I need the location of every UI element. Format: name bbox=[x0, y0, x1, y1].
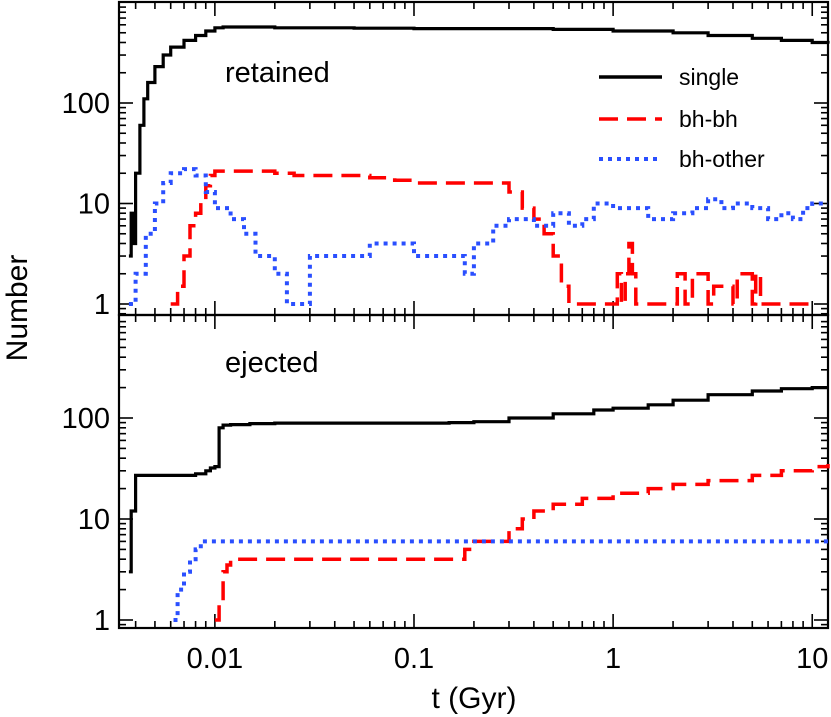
x-tick-labels: 0.01 0.1 1 10 bbox=[187, 643, 829, 675]
series-line-single bbox=[128, 25, 830, 258]
y-axis-label: Number bbox=[1, 255, 34, 362]
y-tick-label: 1 bbox=[94, 605, 110, 637]
y-tick-label: 100 bbox=[62, 88, 110, 120]
x-tick-label: 0.01 bbox=[187, 643, 243, 675]
ejected-series bbox=[128, 386, 830, 622]
retained-panel-label: retained bbox=[225, 57, 330, 89]
series-line-bh-bh bbox=[214, 464, 830, 622]
series-line-bh-bh bbox=[170, 169, 813, 306]
retained-y-tick-labels: 1 10 100 bbox=[62, 88, 110, 321]
ejected-y-tick-labels: 1 10 100 bbox=[62, 403, 110, 637]
series-line-bh-other bbox=[173, 539, 828, 622]
y-tick-label: 10 bbox=[78, 504, 110, 536]
ejected-panel-label: ejected bbox=[225, 347, 319, 379]
x-tick-label: 1 bbox=[605, 643, 621, 675]
legend-label-bh-bh: bh-bh bbox=[679, 106, 738, 132]
ejected-panel-ticks bbox=[119, 315, 828, 628]
retained-series bbox=[128, 25, 830, 306]
x-axis-label: t (Gyr) bbox=[432, 682, 517, 715]
y-tick-label: 1 bbox=[94, 289, 110, 321]
legend: single bh-bh bh-other bbox=[599, 64, 765, 172]
y-tick-label: 10 bbox=[78, 189, 110, 221]
x-tick-label: 0.1 bbox=[394, 643, 434, 675]
legend-label-single: single bbox=[679, 64, 739, 90]
legend-label-bh-other: bh-other bbox=[679, 146, 765, 172]
series-line-bh-other bbox=[128, 167, 828, 306]
series-line-single bbox=[128, 386, 828, 574]
x-tick-label: 10 bbox=[796, 643, 828, 675]
y-tick-label: 100 bbox=[62, 403, 110, 435]
retained-panel-ticks bbox=[119, 2, 828, 315]
